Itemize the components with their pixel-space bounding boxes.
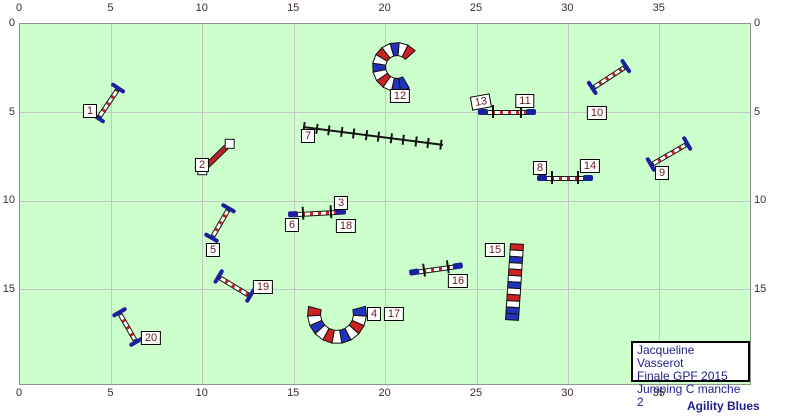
jump-upright bbox=[301, 206, 305, 220]
axis-bottom-tick-20: 20 bbox=[378, 387, 391, 399]
axis-bottom-tick-0: 0 bbox=[15, 387, 23, 399]
obstacle-number-6[interactable]: 6 bbox=[284, 218, 300, 232]
jump-upright bbox=[577, 171, 579, 184]
obstacle-number-16[interactable]: 16 bbox=[447, 274, 469, 288]
obstacle-number-2[interactable]: 2 bbox=[194, 158, 210, 172]
obstacle-number-5[interactable]: 5 bbox=[205, 243, 221, 257]
axis-right-tick-5: 5 bbox=[754, 105, 761, 118]
jump-upright bbox=[492, 105, 494, 118]
axis-bottom-tick-10: 10 bbox=[195, 387, 208, 399]
gridline-horizontal-15 bbox=[20, 289, 750, 291]
credit-text: Agility Blues bbox=[687, 399, 760, 413]
obstacle-number-14[interactable]: 14 bbox=[579, 159, 601, 173]
jump-upright bbox=[520, 105, 522, 118]
obstacle-number-12[interactable]: 12 bbox=[389, 89, 411, 103]
axis-top-tick-30: 30 bbox=[561, 2, 574, 14]
gridline-vertical-15 bbox=[293, 24, 295, 384]
jump-wing bbox=[408, 268, 420, 276]
info-box[interactable]: Jacqueline Vasserot Finale GPF 2015 Jump… bbox=[631, 341, 750, 409]
obstacle-number-17[interactable]: 17 bbox=[383, 307, 405, 321]
axis-left-tick-0: 0 bbox=[8, 17, 15, 29]
gridline-horizontal-10 bbox=[20, 200, 750, 202]
obstacle-jump-8-14[interactable] bbox=[537, 167, 593, 189]
obstacle-number-10[interactable]: 10 bbox=[586, 106, 608, 120]
jump-wing bbox=[478, 109, 488, 115]
axis-left-tick-15: 15 bbox=[2, 282, 15, 295]
obstacle-number-20[interactable]: 20 bbox=[140, 331, 162, 345]
jump-upright bbox=[551, 171, 553, 184]
wall-end-marker bbox=[224, 138, 235, 149]
axis-bottom-tick-30: 30 bbox=[561, 387, 574, 399]
obstacle-number-18[interactable]: 18 bbox=[335, 219, 357, 233]
gridline-vertical-10 bbox=[202, 24, 204, 384]
axis-top-tick-10: 10 bbox=[195, 2, 208, 14]
jump-wing bbox=[526, 109, 536, 115]
axis-bottom-tick-25: 25 bbox=[469, 387, 483, 399]
axis-right-tick-0: 0 bbox=[754, 17, 761, 29]
axis-bottom-tick-15: 15 bbox=[287, 387, 300, 399]
obstacle-number-1[interactable]: 1 bbox=[82, 104, 98, 118]
axis-bottom-tick-5: 5 bbox=[107, 387, 114, 399]
axis-top-tick-5: 5 bbox=[107, 2, 114, 14]
axis-right-tick-10: 10 bbox=[754, 194, 767, 207]
gridline-horizontal-5 bbox=[20, 112, 750, 114]
jump-wing bbox=[583, 175, 593, 181]
obstacle-number-8[interactable]: 8 bbox=[532, 161, 548, 175]
obstacle-number-3[interactable]: 3 bbox=[333, 196, 349, 210]
obstacle-number-11[interactable]: 11 bbox=[515, 94, 535, 108]
gridline-vertical-5 bbox=[110, 24, 112, 384]
axis-top-tick-0: 0 bbox=[15, 2, 23, 14]
gridline-vertical-25 bbox=[476, 24, 478, 384]
jump-wing bbox=[537, 175, 547, 181]
obstacle-number-15[interactable]: 15 bbox=[484, 243, 506, 257]
info-line-competitor: Jacqueline Vasserot bbox=[637, 343, 695, 370]
obstacle-number-7[interactable]: 7 bbox=[300, 129, 316, 143]
axis-top-tick-15: 15 bbox=[287, 2, 300, 14]
info-line-event: Finale GPF 2015 bbox=[637, 369, 728, 383]
gridline-vertical-35 bbox=[659, 24, 661, 384]
jump-bar bbox=[117, 313, 138, 342]
jump-wing bbox=[287, 210, 299, 218]
axis-top-tick-35: 35 bbox=[652, 2, 665, 14]
axis-top-tick-20: 20 bbox=[378, 2, 391, 14]
obstacle-jump-11-13[interactable] bbox=[478, 101, 536, 123]
jump-upright bbox=[329, 205, 333, 219]
axis-left-tick-10: 10 bbox=[2, 194, 15, 207]
gridline-vertical-30 bbox=[567, 24, 569, 384]
obstacle-number-19[interactable]: 19 bbox=[252, 280, 274, 294]
axis-bottom-tick-35: 35 bbox=[652, 387, 665, 399]
obstacle-number-9[interactable]: 9 bbox=[654, 166, 670, 180]
obstacle-number-4[interactable]: 4 bbox=[366, 307, 382, 321]
gridline-vertical-20 bbox=[385, 24, 387, 384]
axis-top-tick-25: 25 bbox=[469, 2, 483, 14]
axis-right-tick-15: 15 bbox=[754, 282, 767, 295]
info-line-round: Jumping C manche 2 bbox=[637, 382, 741, 409]
axis-left-tick-5: 5 bbox=[8, 105, 15, 118]
